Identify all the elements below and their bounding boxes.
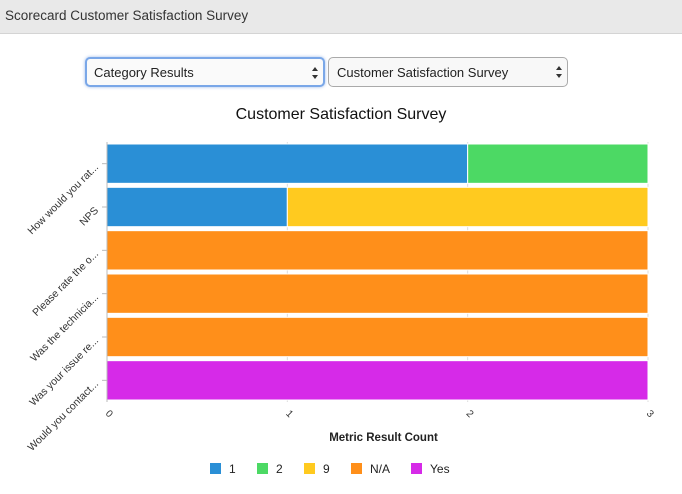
select-arrows-icon <box>556 66 562 78</box>
bar-segment <box>106 360 649 401</box>
chart-legend: 1 2 9 N/A Yes <box>0 461 682 481</box>
x-tick-label: 3 <box>644 408 656 420</box>
bar-segment <box>106 316 649 358</box>
legend-label: N/A <box>370 462 391 476</box>
bar-segment <box>106 230 649 271</box>
view-select[interactable]: Category Results <box>85 57 325 87</box>
y-tick-label: NPS <box>77 205 101 229</box>
legend-swatch <box>304 463 315 474</box>
bar-segment <box>106 143 469 184</box>
chart-title: Customer Satisfaction Survey <box>235 106 447 123</box>
legend-label: 2 <box>276 462 283 476</box>
page-title: Scorecard Customer Satisfaction Survey <box>5 8 249 23</box>
bar-segment <box>286 186 649 228</box>
legend-label: 1 <box>229 462 236 476</box>
legend-swatch <box>210 463 221 474</box>
x-tick-label: 1 <box>283 408 295 420</box>
page-header: Scorecard Customer Satisfaction Survey <box>0 0 682 34</box>
legend-swatch <box>257 463 268 474</box>
legend-swatch <box>351 463 362 474</box>
view-select-value: Category Results <box>94 65 194 80</box>
survey-select[interactable]: Customer Satisfaction Survey <box>328 57 568 87</box>
bar-segment <box>467 143 649 184</box>
survey-select-value: Customer Satisfaction Survey <box>337 65 509 80</box>
legend-label: Yes <box>430 462 450 476</box>
legend-label: 9 <box>323 462 330 476</box>
bar-segment <box>106 186 288 228</box>
legend-swatch <box>411 463 422 474</box>
x-tick-label: 0 <box>103 408 115 420</box>
select-arrows-icon <box>312 67 318 79</box>
x-axis-label: Metric Result Count <box>329 432 438 444</box>
x-tick-label: 2 <box>464 408 476 420</box>
bar-segment <box>106 273 649 314</box>
y-tick-label: How would you rat... <box>25 161 101 237</box>
